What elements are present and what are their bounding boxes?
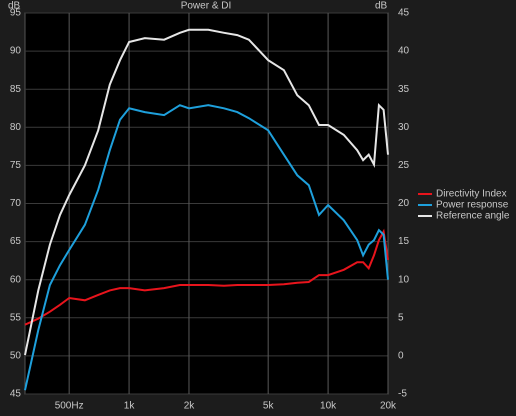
series-line [24, 228, 389, 326]
y-tick-label: 65 [10, 236, 22, 247]
y2-tick-label: 5 [398, 312, 404, 323]
y-tick-label: 50 [10, 351, 22, 362]
y2-axis-label: dB [375, 1, 388, 12]
x-tick-label: 10k [320, 401, 337, 412]
x-tick-label: 2k [184, 401, 196, 412]
y2-tick-label: 40 [398, 46, 410, 57]
y2-tick-label: 0 [398, 351, 404, 362]
y-tick-label: 45 [10, 389, 22, 400]
y-tick-label: 80 [10, 122, 22, 133]
legend-label: Reference angle [436, 211, 510, 222]
y-tick-label: 90 [10, 46, 22, 57]
y2-tick-label: 30 [398, 122, 410, 133]
y2-tick-label: 10 [398, 274, 410, 285]
y2-tick-label: 25 [398, 160, 410, 171]
legend-label: Power response [436, 200, 509, 211]
legend-label: Directivity Index [436, 189, 507, 200]
x-tick-label: 500Hz [55, 401, 84, 412]
y2-tick-label: 15 [398, 236, 410, 247]
y-tick-label: 85 [10, 84, 22, 95]
y-tick-label: 60 [10, 274, 22, 285]
y-tick-label: 75 [10, 160, 22, 171]
x-tick-label: 1k [124, 401, 136, 412]
y2-tick-label: -5 [398, 389, 407, 400]
y-tick-label: 95 [10, 8, 22, 19]
x-tick-label: 5k [263, 401, 275, 412]
series-line [24, 104, 389, 391]
y-tick-label: 70 [10, 198, 22, 209]
y-tick-label: 55 [10, 312, 22, 323]
x-tick-label: 20k [380, 401, 397, 412]
chart-title: Power & DI [181, 1, 232, 12]
y2-tick-label: 20 [398, 198, 410, 209]
y2-tick-label: 45 [398, 8, 410, 19]
y2-tick-label: 35 [398, 84, 410, 95]
y-axis-label: dB [8, 1, 21, 12]
series-line [24, 28, 389, 356]
